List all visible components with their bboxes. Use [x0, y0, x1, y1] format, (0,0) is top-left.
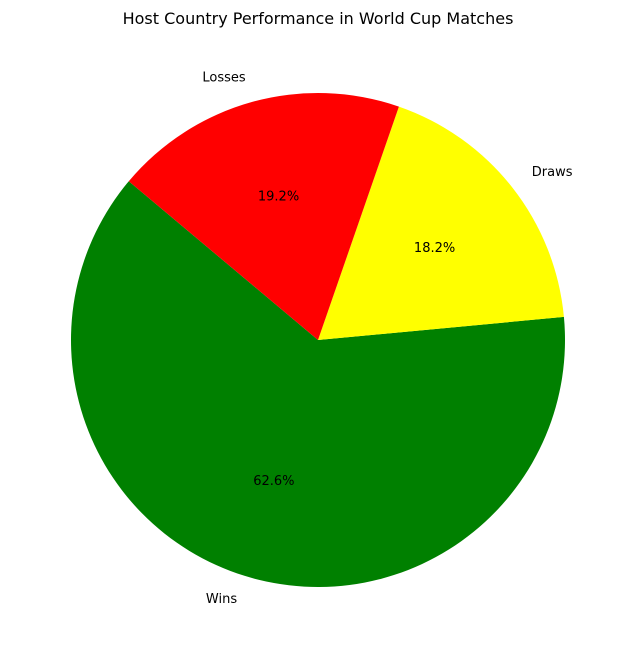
- slice-label-wins: Wins: [206, 592, 237, 607]
- chart-title: Host Country Performance in World Cup Ma…: [123, 9, 514, 28]
- pie-labels: Wins 62.6% Draws 18.2% Losses 19.2%: [202, 71, 572, 607]
- slice-label-draws: Draws: [532, 165, 573, 180]
- slice-label-losses: Losses: [202, 71, 246, 86]
- pie-slice-wins: [71, 181, 566, 587]
- slice-percent-draws: 18.2%: [414, 241, 455, 256]
- slice-percent-losses: 19.2%: [258, 190, 299, 205]
- pie-slices: [71, 92, 566, 587]
- pie-slice-losses: [128, 92, 399, 340]
- slice-percent-wins: 62.6%: [253, 474, 294, 489]
- pie-slice-draws: [318, 106, 564, 340]
